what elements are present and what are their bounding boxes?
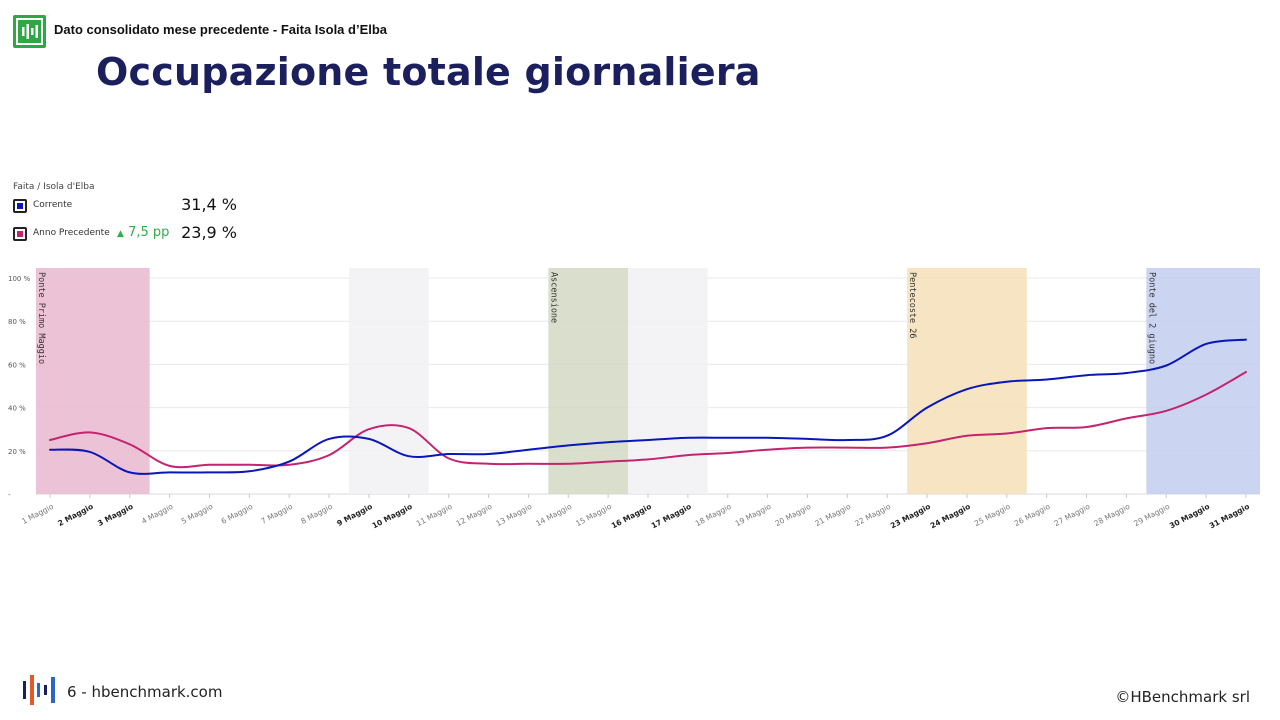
x-tick-label: 17 Maggio [650,502,693,531]
legend-label-anno-precedente: Anno Precedente [33,228,110,238]
legend-item-corrente[interactable]: Corrente 31,4 % [13,195,253,220]
y-tick-label: 60 % [8,361,26,369]
occupancy-line-chart: Ponte Primo Maggio Ascensione Pentecoste 2… [8,268,1260,531]
x-tick-label: 19 Maggio [734,502,773,529]
delta-indicator: ▲ 7,5 pp [117,225,169,240]
x-tick-label: 22 Maggio [853,502,892,529]
highlight-band [1146,268,1260,494]
x-tick-label: 21 Maggio [813,502,852,529]
x-tick-label: 31 Maggio [1208,502,1251,531]
y-tick-label: 100 % [8,275,31,283]
x-tick-label: 20 Maggio [774,502,813,529]
chart-legend: Faita / Isola d'Elba Corrente 31,4 % Ann… [13,182,253,248]
page-title: Occupazione totale giornaliera [96,50,761,94]
x-tick-label: 2 Maggio [56,502,95,528]
y-tick-label: - [8,491,11,499]
x-tick-label: 3 Maggio [96,502,135,528]
x-tick-label: 5 Maggio [180,502,215,526]
x-tick-label: 11 Maggio [415,502,454,529]
highlight-band [548,268,629,494]
delta-value: 7,5 pp [128,225,170,240]
band-label: Ascensione [548,272,558,323]
x-tick-label: 9 Maggio [335,502,374,528]
footer-page-link[interactable]: 6 - hbenchmark.com [67,683,223,701]
x-tick-label: 8 Maggio [299,502,334,526]
x-tick-label: 25 Maggio [973,502,1012,529]
x-tick-label: 24 Maggio [929,502,972,531]
x-tick-label: 30 Maggio [1168,502,1211,531]
legend-item-anno-precedente[interactable]: Anno Precedente ▲ 7,5 pp 23,9 % [13,223,253,248]
x-tick-label: 1 Maggio [20,502,55,526]
x-tick-label: 12 Maggio [455,502,494,529]
highlight-band [349,268,429,494]
band-label: Ponte del 2 giugno [1146,272,1156,364]
x-tick-label: 14 Maggio [534,502,573,529]
x-tick-label: 7 Maggio [260,502,295,526]
series-line-corrente [49,338,1247,475]
x-tick-label: 16 Maggio [610,502,653,531]
legend-title: Faita / Isola d'Elba [13,182,95,192]
legend-value-corrente: 31,4 % [181,195,237,214]
y-tick-label: 40 % [8,405,26,413]
band-label: Pentecoste 26 [907,272,917,339]
triangle-up-icon: ▲ [117,229,124,239]
x-tick-label: 13 Maggio [494,502,533,529]
legend-label-corrente: Corrente [33,200,73,210]
x-tick-label: 26 Maggio [1013,502,1052,529]
band-label: Ponte Primo Maggio [36,272,46,364]
legend-value-anno-precedente: 23,9 % [181,223,237,242]
y-tick-label: 80 % [8,318,26,326]
x-tick-label: 4 Maggio [140,502,175,526]
y-tick-label: 20 % [8,448,26,456]
x-tick-label: 6 Maggio [220,502,255,526]
legend-swatch-corrente [13,199,27,213]
hbenchmark-logo [13,15,46,48]
x-tick-label: 15 Maggio [574,502,613,529]
highlight-band [36,268,150,494]
x-tick-label: 10 Maggio [371,502,414,531]
hbenchmark-footer-icon [22,673,56,711]
copyright-notice: ©HBenchmark srl [1115,688,1250,706]
series-line-anno-precedente [49,371,1247,469]
legend-swatch-anno-precedente [13,227,27,241]
x-tick-label: 28 Maggio [1092,502,1131,529]
header-subtitle: Dato consolidato mese precedente - Faita… [54,22,388,37]
x-tick-label: 27 Maggio [1053,502,1092,529]
x-tick-label: 18 Maggio [694,502,733,529]
x-tick-label: 23 Maggio [889,502,932,531]
x-tick-label: 29 Maggio [1132,502,1171,529]
